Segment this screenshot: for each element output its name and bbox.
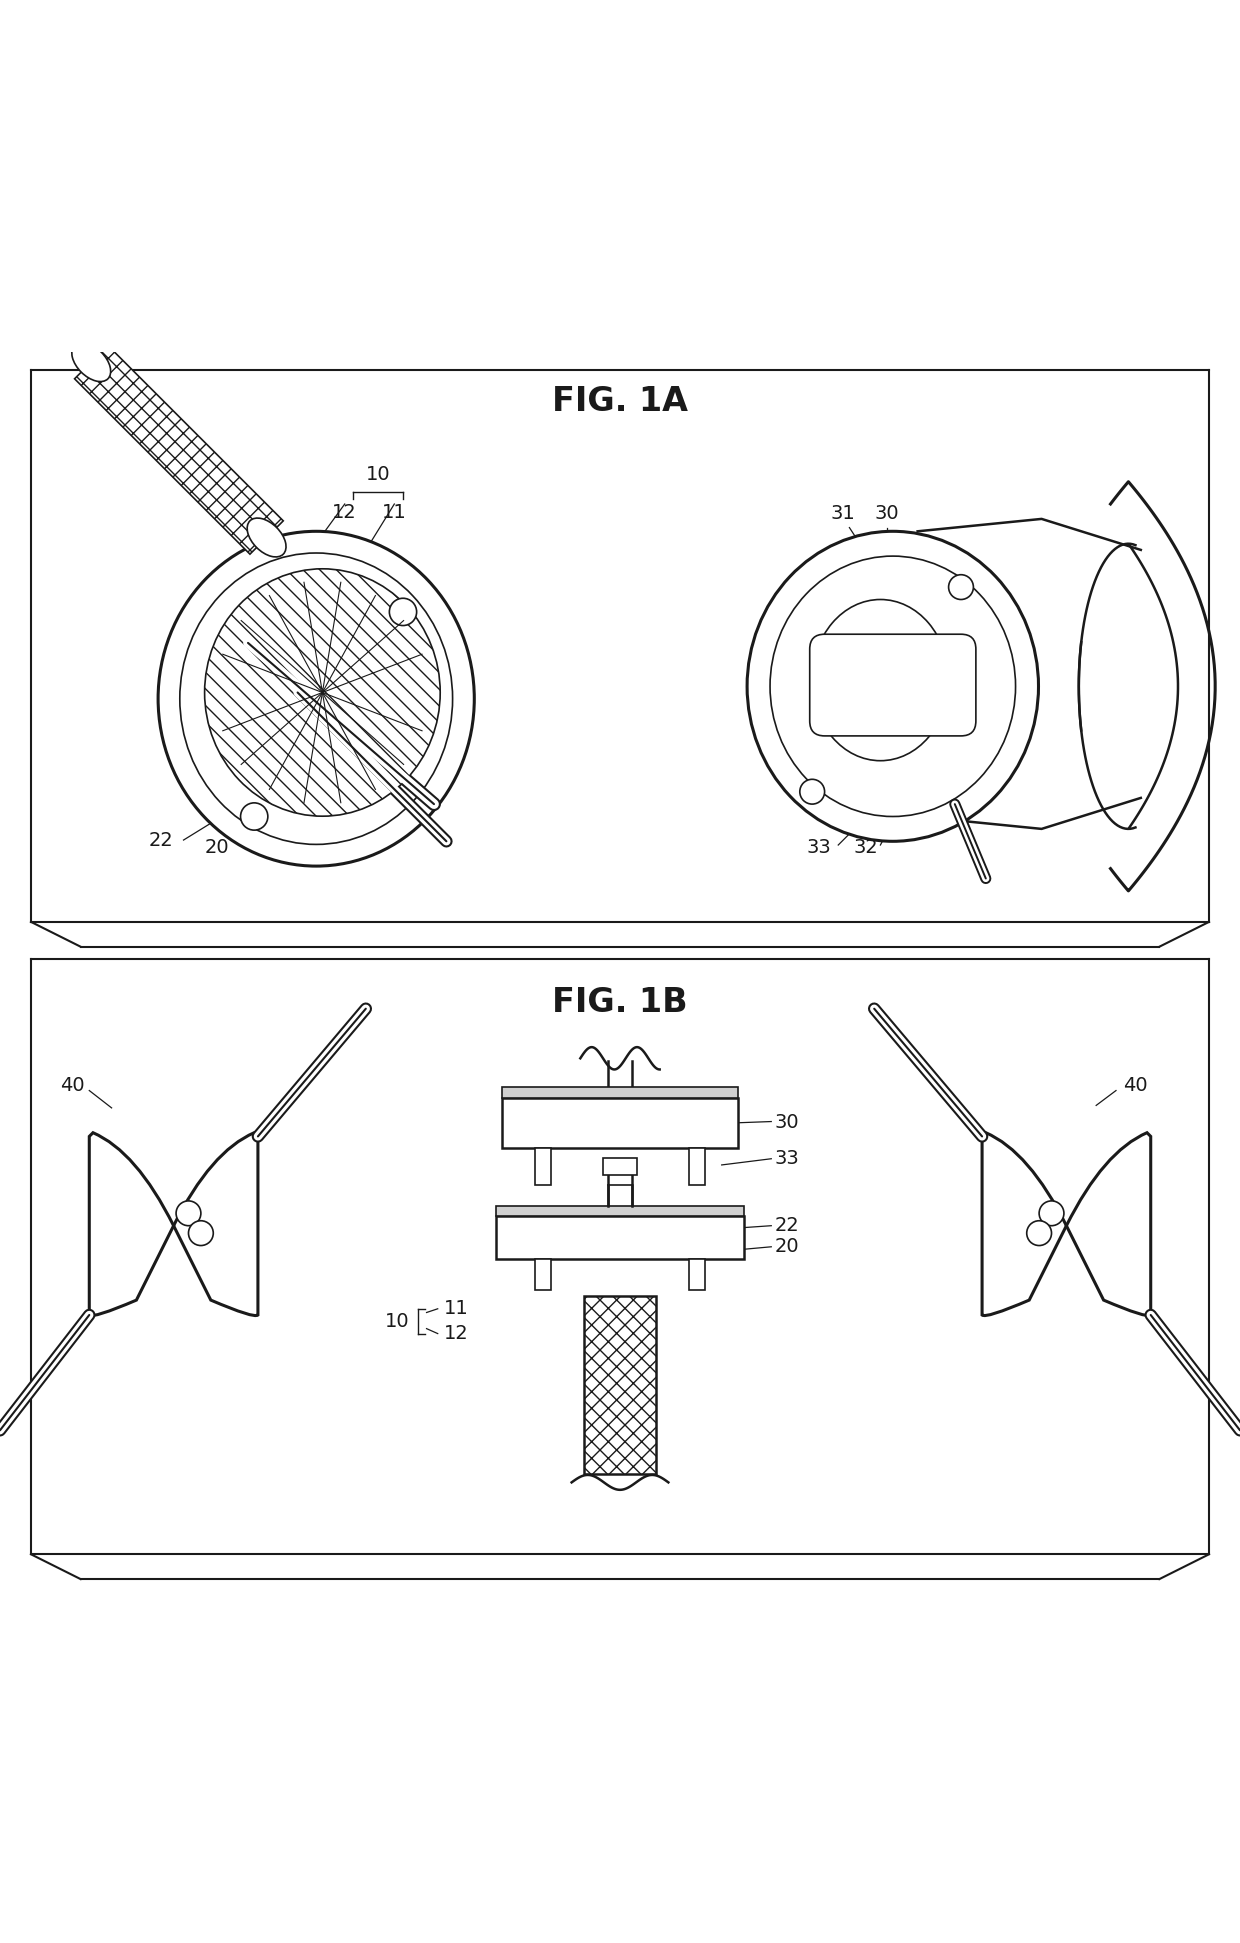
Bar bbox=[689, 1148, 706, 1185]
Ellipse shape bbox=[949, 575, 973, 600]
Text: 31: 31 bbox=[831, 503, 856, 523]
Text: 22: 22 bbox=[775, 1216, 800, 1236]
Ellipse shape bbox=[205, 569, 440, 816]
Text: 32: 32 bbox=[853, 837, 878, 857]
Ellipse shape bbox=[746, 530, 1039, 841]
PathPatch shape bbox=[982, 1133, 1066, 1315]
Ellipse shape bbox=[72, 342, 110, 381]
Ellipse shape bbox=[159, 530, 474, 867]
Bar bbox=[496, 1216, 744, 1259]
Text: 20: 20 bbox=[775, 1238, 800, 1257]
Text: FIG. 1B: FIG. 1B bbox=[552, 985, 688, 1018]
Ellipse shape bbox=[180, 554, 453, 845]
Text: 22: 22 bbox=[149, 830, 174, 849]
Bar bbox=[502, 1086, 738, 1098]
Text: 40: 40 bbox=[1123, 1076, 1148, 1096]
Text: 12: 12 bbox=[332, 503, 357, 523]
Text: 30: 30 bbox=[874, 503, 899, 523]
PathPatch shape bbox=[1066, 1133, 1151, 1315]
Text: 30: 30 bbox=[775, 1113, 800, 1133]
Ellipse shape bbox=[1027, 1220, 1052, 1245]
Bar bbox=[534, 1148, 551, 1185]
Text: 11: 11 bbox=[382, 503, 407, 523]
Ellipse shape bbox=[1039, 1201, 1064, 1226]
PathPatch shape bbox=[89, 1133, 174, 1315]
Text: 10: 10 bbox=[384, 1312, 409, 1331]
Ellipse shape bbox=[389, 598, 417, 626]
Bar bbox=[689, 1259, 706, 1290]
Text: 10: 10 bbox=[366, 464, 391, 484]
Ellipse shape bbox=[247, 519, 286, 558]
PathPatch shape bbox=[174, 1133, 258, 1315]
Ellipse shape bbox=[188, 1220, 213, 1245]
Text: 12: 12 bbox=[444, 1323, 469, 1343]
Text: 40: 40 bbox=[60, 1076, 84, 1096]
Ellipse shape bbox=[800, 779, 825, 804]
Bar bbox=[496, 1207, 744, 1216]
FancyBboxPatch shape bbox=[810, 633, 976, 736]
Ellipse shape bbox=[770, 556, 1016, 816]
Ellipse shape bbox=[812, 600, 949, 762]
Polygon shape bbox=[74, 346, 283, 554]
Bar bbox=[603, 1158, 637, 1176]
Text: 33: 33 bbox=[775, 1148, 800, 1168]
Text: 33: 33 bbox=[806, 837, 831, 857]
Text: 20: 20 bbox=[205, 837, 229, 857]
Text: FIG. 1A: FIG. 1A bbox=[552, 385, 688, 418]
Ellipse shape bbox=[241, 802, 268, 830]
Bar bbox=[584, 1296, 656, 1473]
Ellipse shape bbox=[176, 1201, 201, 1226]
Bar bbox=[534, 1259, 551, 1290]
Text: 11: 11 bbox=[444, 1300, 469, 1317]
Bar bbox=[502, 1098, 738, 1148]
